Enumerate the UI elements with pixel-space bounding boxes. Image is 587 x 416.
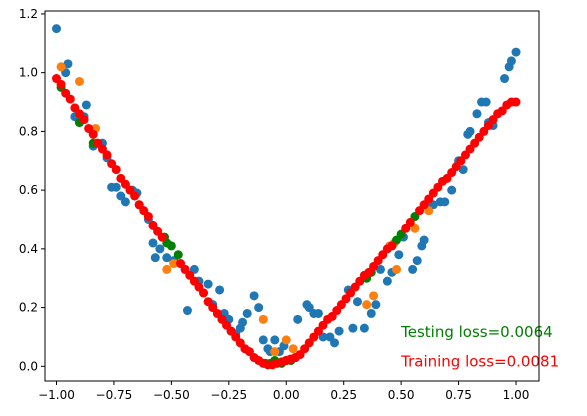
data-point	[182, 306, 192, 316]
data-point	[242, 308, 252, 318]
data-point	[419, 235, 429, 245]
data-point	[382, 276, 392, 286]
annotations: Testing loss=0.0064 Training loss=0.0081	[400, 323, 559, 370]
y-tick-label: 0.8	[19, 124, 38, 138]
y-tick-label: 1.2	[19, 7, 38, 21]
data-point	[74, 76, 84, 86]
data-point	[405, 217, 415, 227]
data-point	[162, 264, 172, 274]
x-tick-label: 0.75	[445, 388, 472, 402]
data-point	[472, 109, 482, 119]
y-tick-label: 0.6	[19, 183, 38, 197]
data-point	[65, 94, 75, 104]
data-point	[270, 335, 280, 345]
data-point	[199, 288, 209, 298]
data-point	[408, 264, 418, 274]
data-point	[392, 264, 402, 274]
data-point	[369, 291, 379, 301]
data-point	[394, 250, 404, 260]
data-point	[254, 303, 264, 313]
data-point	[203, 279, 213, 289]
data-point	[511, 97, 521, 107]
training-loss-label: Training loss=0.0081	[400, 352, 559, 370]
series-3	[51, 74, 521, 370]
data-points	[51, 24, 521, 370]
data-point	[281, 335, 291, 345]
data-point	[465, 126, 475, 136]
data-point	[120, 197, 130, 207]
data-point	[258, 314, 268, 324]
data-point	[293, 314, 303, 324]
x-tick-label: 0.25	[330, 388, 357, 402]
data-point	[111, 165, 121, 175]
data-point	[334, 326, 344, 336]
data-point	[313, 308, 323, 318]
y-axis: 0.0 0.2 0.4 0.6 0.8 1.0 1.2	[19, 7, 45, 373]
data-point	[130, 191, 140, 201]
data-point	[79, 115, 89, 125]
data-point	[330, 338, 340, 348]
y-tick-label: 0.4	[19, 242, 38, 256]
data-point	[81, 100, 91, 110]
data-point	[56, 62, 66, 72]
data-point	[387, 241, 397, 251]
data-point	[288, 344, 298, 354]
data-point	[215, 285, 225, 295]
data-point	[481, 97, 491, 107]
data-point	[258, 335, 268, 345]
data-point	[375, 264, 385, 274]
data-point	[102, 150, 112, 160]
data-point	[412, 256, 422, 266]
data-point	[155, 244, 165, 254]
data-point	[500, 74, 510, 84]
data-point	[150, 253, 160, 263]
data-point	[166, 241, 176, 251]
data-point	[249, 291, 259, 301]
data-point	[352, 297, 362, 307]
data-point	[270, 347, 280, 357]
axes-frame	[44, 10, 540, 382]
x-axis: −1.00 −0.75 −0.50 −0.25 0.00 0.25 0.50 0.75 1.00	[38, 381, 529, 402]
data-point	[51, 24, 61, 34]
data-point	[169, 259, 179, 269]
data-point	[56, 79, 66, 89]
x-tick-label: −0.50	[153, 388, 190, 402]
data-point	[362, 300, 372, 310]
x-tick-label: −0.75	[96, 388, 133, 402]
data-point	[63, 59, 73, 69]
data-point	[359, 323, 369, 333]
data-point	[458, 165, 468, 175]
data-point	[157, 232, 167, 242]
data-point	[173, 250, 183, 260]
data-point	[348, 323, 358, 333]
data-point	[366, 308, 376, 318]
x-tick-label: −1.00	[38, 388, 75, 402]
data-point	[111, 182, 121, 192]
data-point	[238, 317, 248, 327]
x-tick-label: 1.00	[503, 388, 530, 402]
x-tick-label: 0.50	[388, 388, 415, 402]
data-point	[371, 300, 381, 310]
data-point	[148, 238, 158, 248]
data-point	[511, 47, 521, 57]
data-point	[88, 129, 98, 139]
data-point	[440, 197, 450, 207]
data-point	[447, 185, 457, 195]
plot-area	[45, 11, 539, 381]
x-tick-label: −0.25	[210, 388, 247, 402]
testing-loss-label: Testing loss=0.0064	[400, 323, 553, 341]
y-tick-label: 1.0	[19, 66, 38, 80]
data-point	[506, 56, 516, 66]
data-point	[143, 212, 153, 222]
data-point	[162, 253, 172, 263]
x-tick-label: 0.00	[273, 388, 300, 402]
y-tick-label: 0.2	[19, 301, 38, 315]
y-tick-label: 0.0	[19, 359, 38, 373]
